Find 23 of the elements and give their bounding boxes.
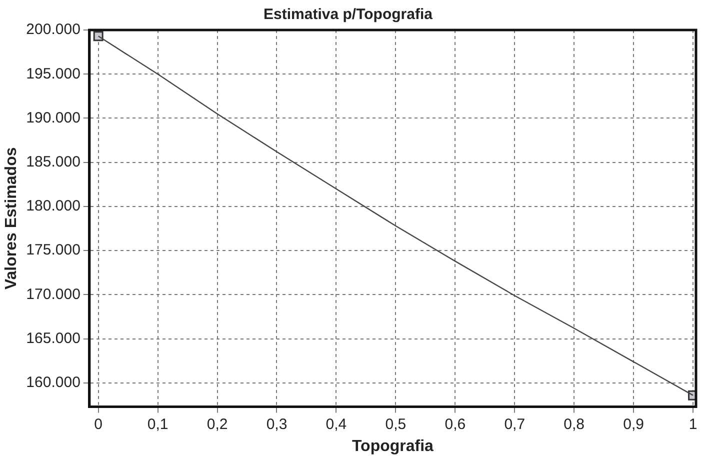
chart-title: Estimativa p/Topografia: [264, 6, 434, 24]
x-tick-label: 0,3: [266, 416, 288, 433]
y-tick-label: 175.000: [26, 242, 80, 259]
y-tick-label: 180.000: [26, 198, 80, 215]
y-tick-label: 185.000: [26, 154, 80, 171]
y-axis-title: Valores Estimados: [3, 147, 20, 290]
y-tick-label: 160.000: [26, 374, 80, 392]
x-tick-label: 0,5: [385, 416, 406, 433]
x-tick-label: 0: [94, 416, 103, 433]
x-tick-label: 0,6: [444, 416, 466, 433]
y-tick-label: 170.000: [26, 286, 80, 303]
x-tick-label: 0,2: [206, 416, 228, 433]
y-tick-label: 190.000: [26, 109, 80, 126]
x-tick-label: 0,9: [623, 416, 644, 433]
x-axis-title: Topografia: [352, 438, 434, 455]
y-tick-label: 200.000: [26, 21, 80, 38]
y-tick-label: 195.000: [26, 65, 80, 82]
x-tick-label: 0,8: [564, 416, 585, 433]
x-tick-label: 0,7: [504, 416, 526, 433]
x-tick-label: 0,1: [147, 416, 168, 433]
y-tick-label: 165.000: [26, 330, 80, 347]
x-tick-label: 0,4: [326, 416, 347, 433]
x-tick-label: 1: [688, 416, 698, 433]
